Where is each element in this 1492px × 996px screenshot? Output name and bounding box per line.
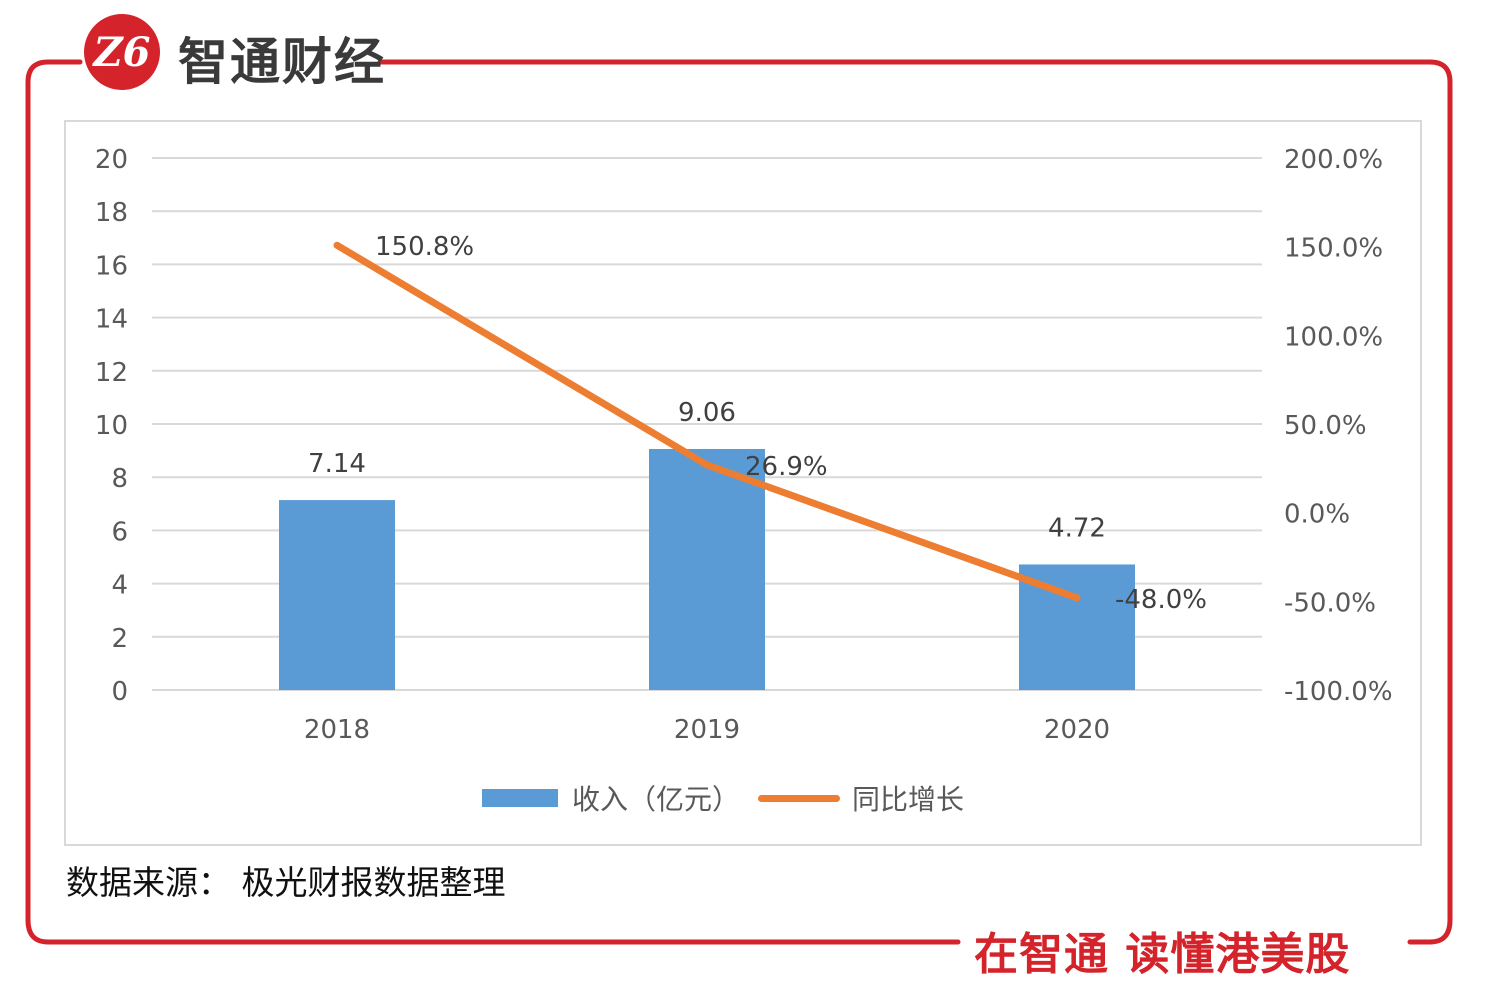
- bar: [649, 449, 765, 690]
- legend-label-revenue: 收入（亿元）: [572, 783, 741, 816]
- x-tick-label: 2019: [674, 715, 740, 745]
- brand-name: 智通财经: [178, 33, 386, 91]
- bar-data-label: 9.06: [678, 398, 736, 428]
- bar-data-label: 4.72: [1048, 513, 1106, 543]
- legend-swatch-growth: [758, 794, 841, 802]
- x-tick-label: 2020: [1044, 715, 1110, 745]
- growth-point: [334, 242, 340, 249]
- chart-panel: 0 2 4 6 8 10 12 14 16 18 20 -100.0% -50.0% 0.0% 50.0% 1…: [64, 120, 1422, 846]
- growth-point: [704, 461, 710, 468]
- bar-data-label: 7.14: [308, 449, 366, 479]
- logo-icon: Z6: [93, 28, 151, 76]
- slogan: 在智通 读懂港美股: [968, 918, 1357, 982]
- y-left-tick-label: 20: [95, 145, 128, 175]
- line-data-label: -48.0%: [1115, 585, 1207, 615]
- y-right-tick-label: -50.0%: [1284, 588, 1376, 618]
- chart-legend: 收入（亿元） 同比增长: [482, 778, 964, 818]
- y-right-tick-label: 150.0%: [1284, 234, 1383, 264]
- data-source-note: 数据来源： 极光财报数据整理: [66, 863, 506, 902]
- bar: [279, 500, 395, 690]
- y-left-tick-label: 4: [111, 571, 128, 601]
- y-right-tick-label: 100.0%: [1284, 322, 1383, 352]
- legend-swatch-revenue: [482, 789, 558, 807]
- line-data-label: 150.8%: [375, 232, 474, 262]
- legend-label-growth: 同比增长: [852, 783, 965, 816]
- y-right-tick-label: 200.0%: [1284, 145, 1383, 175]
- y-right-tick-label: 0.0%: [1284, 500, 1350, 530]
- y-left-tick-label: 2: [111, 624, 128, 654]
- growth-point: [1074, 594, 1080, 601]
- y-left-tick-label: 6: [111, 517, 128, 547]
- combo-chart: 0 2 4 6 8 10 12 14 16 18 20 -100.0% -50.0% 0.0% 50.0% 1…: [95, 145, 1393, 745]
- y-left-tick-label: 18: [95, 198, 128, 228]
- y-left-tick-label: 10: [95, 411, 128, 441]
- logo-circle: [84, 14, 160, 90]
- y-left-tick-label: 12: [95, 358, 128, 388]
- y-left-tick-label: 8: [111, 464, 128, 494]
- x-tick-label: 2018: [304, 715, 370, 745]
- y-right-tick-label: 50.0%: [1284, 411, 1367, 441]
- y-left-tick-label: 16: [95, 251, 128, 281]
- y-right-tick-label: -100.0%: [1284, 677, 1393, 707]
- line-data-label: 26.9%: [745, 452, 828, 482]
- y-left-tick-label: 14: [95, 305, 128, 335]
- y-left-tick-label: 0: [111, 677, 128, 707]
